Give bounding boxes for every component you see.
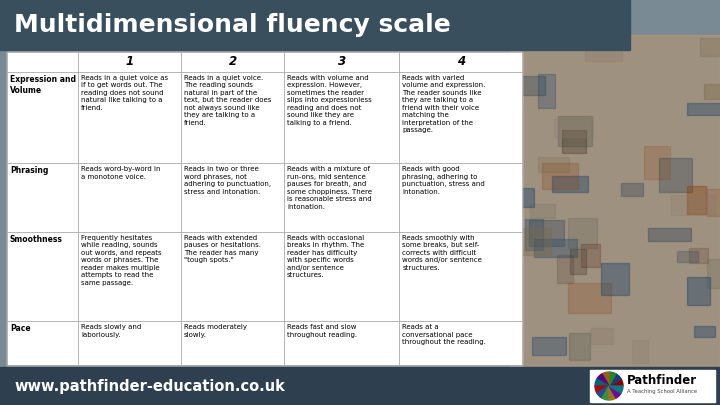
Text: Smoothness: Smoothness [10, 235, 63, 244]
Text: 4: 4 [456, 55, 465, 68]
Bar [621, 183, 643, 196]
Text: Reads fast and slow
throughout reading.: Reads fast and slow throughout reading. [287, 324, 357, 338]
Bar [0, 367, 720, 405]
Bar [530, 205, 555, 218]
Bar [580, 244, 600, 267]
Bar [700, 38, 720, 56]
Text: Phrasing: Phrasing [10, 166, 48, 175]
Bar [568, 283, 611, 313]
Bar [687, 277, 710, 305]
Bar [569, 333, 590, 360]
Bar [694, 326, 715, 337]
Bar [704, 84, 720, 99]
Text: Reads with good
phrasing, adhering to
punctuation, stress and
intonation.: Reads with good phrasing, adhering to pu… [402, 166, 485, 195]
Bar [529, 220, 564, 246]
Bar [510, 35, 720, 370]
Polygon shape [602, 386, 609, 400]
Text: Expression and
Volume: Expression and Volume [10, 75, 76, 95]
Bar [601, 263, 629, 295]
Polygon shape [597, 386, 609, 398]
Text: Pace: Pace [10, 324, 31, 333]
Bar [660, 158, 692, 192]
Bar [557, 255, 573, 283]
Text: Reads with volume and
expression. However,
sometimes the reader
slips into expre: Reads with volume and expression. Howeve… [287, 75, 372, 126]
Bar [510, 35, 720, 370]
Polygon shape [609, 386, 623, 393]
Bar [558, 115, 592, 146]
Bar [585, 36, 622, 61]
Bar [562, 130, 586, 153]
Text: Reads with varied
volume and expression.
The reader sounds like
they are talking: Reads with varied volume and expression.… [402, 75, 486, 133]
Bar [552, 176, 588, 192]
Bar [632, 340, 648, 363]
Text: Reads in a quiet voice.
The reading sounds
natural in part of the
text, but the : Reads in a quiet voice. The reading soun… [184, 75, 271, 126]
Text: 2: 2 [228, 55, 237, 68]
Text: Pathfinder: Pathfinder [627, 375, 697, 388]
Bar [590, 370, 715, 402]
Bar [689, 247, 708, 263]
Text: 3: 3 [338, 55, 346, 68]
Bar [538, 156, 569, 172]
Bar [644, 146, 670, 179]
Text: Reads slowly and
laboriously.: Reads slowly and laboriously. [81, 324, 141, 338]
Text: Reads in a quiet voice as
if to get words out. The
reading does not sound
natura: Reads in a quiet voice as if to get word… [81, 75, 168, 111]
Polygon shape [609, 379, 623, 386]
Bar [513, 188, 534, 207]
Text: Reads with occasional
breaks in rhythm. The
reader has difficulty
with specific : Reads with occasional breaks in rhythm. … [287, 235, 364, 279]
Bar [688, 103, 720, 115]
Bar [591, 328, 613, 344]
Bar [677, 252, 698, 262]
Text: A Teaching School Alliance: A Teaching School Alliance [627, 390, 697, 394]
Text: Reads smoothly with
some breaks, but self-
corrects with difficult
words and/or : Reads smoothly with some breaks, but sel… [402, 235, 482, 271]
Bar [568, 218, 597, 248]
Bar [534, 239, 577, 257]
Bar [570, 249, 586, 274]
Polygon shape [609, 386, 621, 398]
Text: Frequently hesitates
while reading, sounds
out words, and repeats
words or phras: Frequently hesitates while reading, soun… [81, 235, 162, 286]
Text: Reads word-by-word in
a monotone voice.: Reads word-by-word in a monotone voice. [81, 166, 161, 179]
Polygon shape [595, 379, 609, 386]
Bar [7, 52, 522, 365]
Text: Reads with extended
pauses or hesitations.
The reader has many
"tough spots.": Reads with extended pauses or hesitation… [184, 235, 261, 264]
Polygon shape [609, 374, 621, 386]
Bar [531, 337, 566, 355]
Polygon shape [595, 386, 609, 393]
Text: Reads at a
conversational pace
throughout the reading.: Reads at a conversational pace throughou… [402, 324, 486, 345]
Text: Reads in two or three
word phrases, not
adhering to punctuation,
stress and into: Reads in two or three word phrases, not … [184, 166, 271, 195]
Bar [525, 219, 544, 250]
Polygon shape [609, 386, 616, 400]
Polygon shape [597, 374, 609, 386]
Text: Reads moderately
slowly.: Reads moderately slowly. [184, 324, 247, 338]
Bar [670, 194, 715, 215]
Bar [554, 119, 593, 137]
Polygon shape [609, 372, 616, 386]
Bar [0, 0, 630, 50]
Bar [706, 189, 720, 215]
Text: Reads with a mixture of
run-ons, mid sentence
pauses for breath, and
some choppi: Reads with a mixture of run-ons, mid sen… [287, 166, 372, 210]
Text: www.pathfinder-education.co.uk: www.pathfinder-education.co.uk [14, 379, 285, 394]
Bar [516, 76, 545, 96]
Bar [517, 228, 551, 255]
Bar [648, 228, 691, 241]
Text: Multidimensional fluency scale: Multidimensional fluency scale [14, 13, 451, 37]
Bar [707, 258, 720, 288]
Text: 1: 1 [125, 55, 134, 68]
Bar [688, 186, 706, 214]
Bar [538, 74, 555, 108]
Bar [542, 163, 578, 190]
Polygon shape [602, 372, 609, 386]
